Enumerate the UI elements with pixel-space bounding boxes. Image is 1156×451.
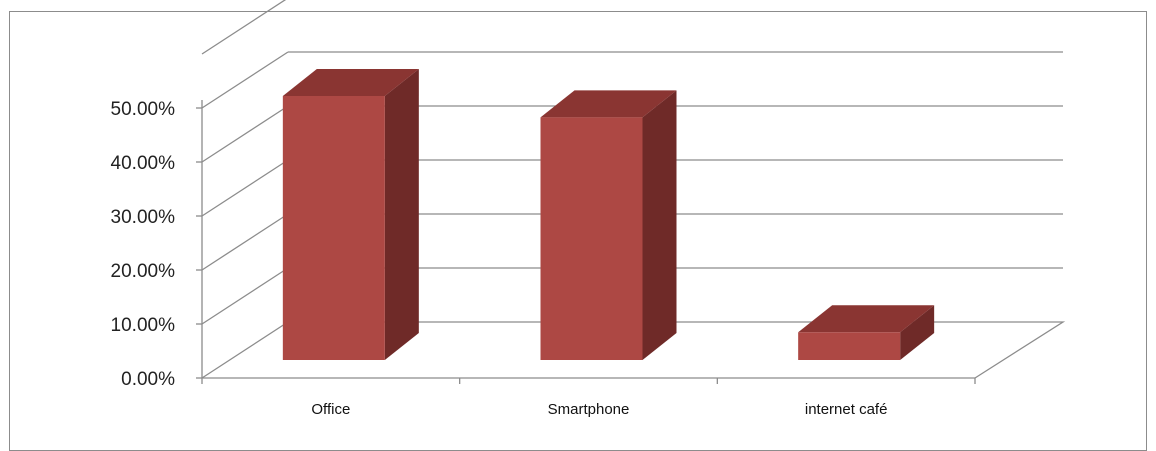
bar-chart: 0.00% 10.00% 20.00% 30.00% 40.00% 50.00% Offic… (111, 0, 1066, 418)
tick-labels: 0.00% 10.00% 20.00% 30.00% 40.00% 50.00% Offic… (111, 99, 888, 418)
x-tick-label: Office (311, 401, 350, 418)
bar-top (282, 69, 419, 96)
y-tick-label: 40.00% (111, 153, 176, 174)
y-tick-label: 30.00% (111, 207, 176, 228)
y-tick-label: 20.00% (111, 261, 176, 282)
x-tick-label: Smartphone (548, 401, 630, 418)
bar-front (798, 332, 901, 360)
bar-top (540, 90, 677, 118)
side-gridline (201, 0, 287, 55)
bar-side (642, 90, 677, 360)
bar-smartphone (540, 90, 677, 360)
bar-front (540, 117, 643, 360)
y-tick-label: 50.00% (111, 99, 176, 120)
bar-internet-caf- (798, 305, 935, 360)
bar-office (282, 69, 419, 360)
bars (282, 69, 935, 360)
side-gridline (201, 51, 289, 109)
side-gridline (201, 159, 289, 217)
x-tick-label: internet café (805, 401, 888, 418)
bar-top (798, 305, 935, 333)
bar-side (900, 305, 935, 360)
side-gridline (201, 213, 289, 271)
y-tick-label: 0.00% (121, 369, 175, 390)
y-tick-label: 10.00% (111, 315, 176, 336)
bar-front (282, 96, 385, 360)
bar-side (384, 69, 419, 360)
side-gridline (201, 267, 289, 325)
side-gridline (201, 105, 289, 163)
